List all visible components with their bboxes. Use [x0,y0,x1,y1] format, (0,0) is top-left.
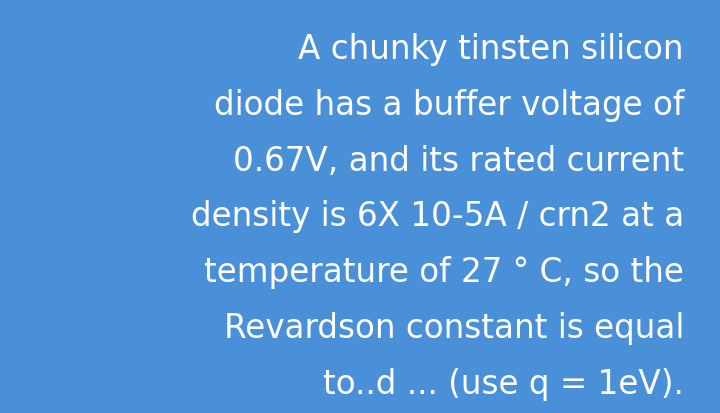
Text: Revardson constant is equal: Revardson constant is equal [224,312,684,345]
Text: A chunky tinsten silicon: A chunky tinsten silicon [299,33,684,66]
Text: temperature of 27 ° C, so the: temperature of 27 ° C, so the [204,256,684,289]
Text: 0.67V, and its rated current: 0.67V, and its rated current [233,145,684,178]
Text: diode has a buffer voltage of: diode has a buffer voltage of [214,89,684,122]
Text: density is 6X 10-5A / crn2 at a: density is 6X 10-5A / crn2 at a [191,200,684,233]
Text: to..d ... (use q = 1eV).: to..d ... (use q = 1eV). [323,368,684,401]
